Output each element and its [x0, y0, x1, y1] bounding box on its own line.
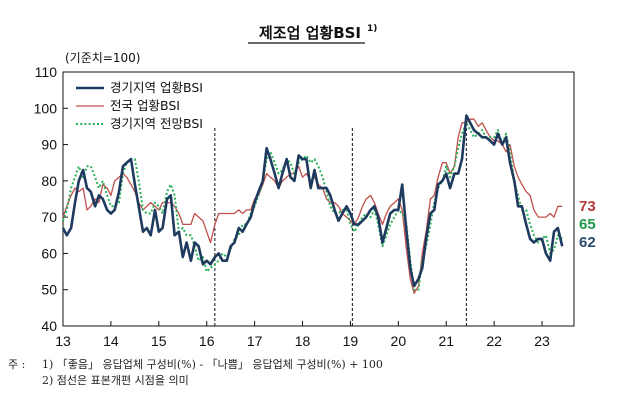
series-layer [61, 114, 564, 294]
reference-lines [214, 128, 467, 326]
x-axis: 13 14 15 16 17 18 19 20 21 22 23 [55, 321, 550, 349]
x-tick-label: 17 [247, 333, 263, 349]
chart-title-group: 제조업 업황BSI 1) [248, 24, 377, 44]
x-tick-label: 20 [391, 333, 407, 349]
y-axis: 40 50 60 70 80 90 100 110 [34, 64, 68, 334]
footnote-1: 1) 「좋음」 응답업체 구성비(%) - 「나쁨」 응답업체 구성비(%) +… [42, 358, 383, 371]
y-tick-label: 90 [41, 137, 57, 153]
y-tick-label: 60 [41, 245, 57, 261]
series-line-gyeonggi-bsi [61, 114, 564, 288]
footnote-prefix: 주 : [8, 358, 25, 371]
y-tick-label: 50 [41, 282, 57, 298]
y-tick-label: 70 [41, 209, 57, 225]
plot-frame [62, 71, 575, 327]
x-tick-label: 23 [534, 333, 550, 349]
x-tick-label: 18 [295, 333, 311, 349]
unit-label: (기준치=100) [65, 51, 140, 65]
x-tick-label: 16 [199, 333, 215, 349]
legend-label-national-bsi: 전국 업황BSI [110, 98, 180, 113]
y-tick-label: 110 [35, 64, 58, 80]
x-tick-label: 22 [486, 333, 502, 349]
chart-title-footnote-mark: 1) [367, 24, 377, 34]
end-label-national-bsi: 73 [579, 198, 596, 215]
y-tick-label: 40 [41, 318, 57, 334]
x-tick-label: 14 [103, 333, 119, 349]
chart-title: 제조업 업황BSI [259, 24, 361, 42]
x-tick-label: 19 [343, 333, 359, 349]
end-label-gyeonggi-bsi: 62 [579, 234, 596, 251]
legend: 경기지역 업황BSI 전국 업황BSI 경기지역 전망BSI [76, 80, 203, 131]
end-label-gyeonggi-outlook: 65 [579, 216, 596, 233]
y-tick-label: 80 [41, 173, 57, 189]
x-tick-label: 21 [438, 333, 454, 349]
legend-label-gyeonggi-outlook: 경기지역 전망BSI [110, 116, 203, 131]
x-tick-label: 15 [151, 333, 167, 349]
legend-label-gyeonggi-bsi: 경기지역 업황BSI [110, 80, 203, 95]
footnotes: 주 : 1) 「좋음」 응답업체 구성비(%) - 「나쁨」 응답업체 구성비(… [8, 358, 383, 387]
y-tick-label: 100 [34, 100, 58, 116]
x-tick-label: 13 [55, 333, 71, 349]
footnote-2: 2) 점선은 표본개편 시점을 의미 [42, 374, 189, 387]
